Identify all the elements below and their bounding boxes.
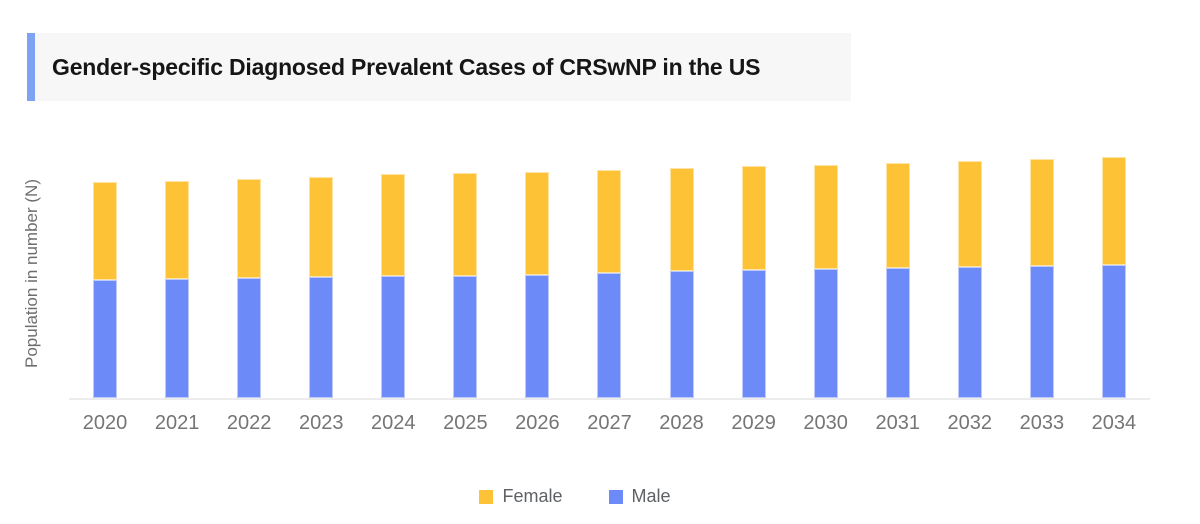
- x-tick-label-2025: 2025: [443, 412, 488, 434]
- x-tick-label-2030: 2030: [803, 412, 848, 434]
- female-segment-2025[interactable]: [453, 172, 478, 276]
- x-tick-label-2027: 2027: [587, 412, 632, 434]
- male-segment-2030[interactable]: [813, 269, 838, 398]
- legend: Female Male: [0, 486, 1150, 507]
- stacked-bar-2022[interactable]: [237, 179, 262, 398]
- female-segment-2026[interactable]: [525, 171, 550, 275]
- stacked-bar-2031[interactable]: [885, 163, 910, 398]
- chart-title-box: Gender-specific Diagnosed Prevalent Case…: [27, 33, 851, 101]
- female-segment-2021[interactable]: [165, 181, 190, 279]
- bar-slot-2026: [501, 150, 573, 398]
- x-tick-label-2026: 2026: [515, 412, 560, 434]
- female-segment-2027[interactable]: [597, 170, 622, 273]
- x-tick-label-2028: 2028: [659, 412, 704, 434]
- bar-slot-2024: [357, 150, 429, 398]
- female-segment-2031[interactable]: [885, 163, 910, 268]
- stacked-bar-2029[interactable]: [741, 166, 766, 398]
- male-segment-2033[interactable]: [1029, 265, 1054, 398]
- x-tick-label-2032: 2032: [947, 412, 993, 434]
- stacked-bar-2032[interactable]: [957, 161, 982, 398]
- legend-item-male[interactable]: Male: [608, 486, 671, 507]
- male-segment-2020[interactable]: [93, 280, 118, 398]
- female-segment-2029[interactable]: [741, 166, 766, 270]
- bar-slot-2021: [141, 150, 213, 398]
- x-tick-label-2034: 2034: [1091, 412, 1137, 434]
- female-segment-2024[interactable]: [381, 174, 406, 276]
- stacked-bar-2020[interactable]: [93, 182, 118, 398]
- male-segment-2027[interactable]: [597, 273, 622, 398]
- x-tick-label-2031: 2031: [875, 412, 920, 434]
- stacked-bar-2030[interactable]: [813, 165, 838, 398]
- male-segment-2031[interactable]: [885, 268, 910, 398]
- female-segment-2030[interactable]: [813, 165, 838, 269]
- female-segment-2034[interactable]: [1101, 156, 1126, 265]
- bar-slot-2030: [790, 150, 862, 398]
- male-segment-2023[interactable]: [309, 277, 334, 398]
- bar-slot-2022: [213, 150, 285, 398]
- bar-slot-2031: [862, 150, 934, 398]
- bar-slot-2028: [646, 150, 718, 398]
- legend-label-male: Male: [631, 486, 671, 506]
- x-tick-label-2021: 2021: [154, 412, 200, 434]
- male-segment-2034[interactable]: [1101, 264, 1126, 398]
- bar-slot-2033: [1006, 150, 1078, 398]
- x-tick-label-2033: 2033: [1019, 412, 1065, 434]
- x-tick-label-2024: 2024: [371, 412, 416, 434]
- bar-slot-2034: [1078, 150, 1150, 398]
- male-segment-2028[interactable]: [669, 271, 694, 398]
- female-segment-2022[interactable]: [237, 179, 262, 278]
- legend-item-female[interactable]: Female: [479, 486, 563, 507]
- male-segment-2026[interactable]: [525, 274, 550, 398]
- stacked-bar-2026[interactable]: [525, 171, 550, 398]
- bar-slot-2029: [718, 150, 790, 398]
- x-tick-label-2022: 2022: [226, 412, 272, 434]
- male-segment-2022[interactable]: [237, 278, 262, 398]
- female-segment-2028[interactable]: [669, 168, 694, 271]
- stacked-bar-2023[interactable]: [309, 177, 334, 398]
- legend-swatch-male: [608, 489, 623, 504]
- stacked-bar-2024[interactable]: [381, 174, 406, 398]
- x-tick-label-2029: 2029: [731, 412, 776, 434]
- male-segment-2032[interactable]: [957, 267, 982, 398]
- legend-swatch-female: [479, 489, 494, 504]
- stacked-bar-2034[interactable]: [1101, 156, 1126, 398]
- x-axis-labels: 2020 2021 2022 2023 2024 2025 2026 2027 2028 2029…: [69, 412, 1150, 435]
- bar-slot-2032: [934, 150, 1006, 398]
- bar-slot-2027: [573, 150, 645, 398]
- y-axis-label: Population in number (N): [22, 179, 41, 369]
- female-segment-2023[interactable]: [309, 177, 334, 277]
- stacked-bar-2028[interactable]: [669, 168, 694, 398]
- stacked-bar-2025[interactable]: [453, 172, 478, 398]
- x-tick-label-2020: 2020: [82, 412, 128, 434]
- female-segment-2020[interactable]: [93, 182, 118, 280]
- bars-container: [69, 150, 1150, 398]
- bar-slot-2025: [429, 150, 501, 398]
- x-tick-label-2023: 2023: [298, 412, 344, 434]
- male-segment-2025[interactable]: [453, 275, 478, 398]
- stacked-bar-2021[interactable]: [165, 181, 190, 398]
- bar-slot-2020: [69, 150, 141, 398]
- legend-label-female: Female: [502, 486, 563, 506]
- male-segment-2029[interactable]: [741, 270, 766, 398]
- plot-area: [69, 150, 1150, 400]
- female-segment-2032[interactable]: [957, 161, 982, 267]
- stacked-bar-2033[interactable]: [1029, 158, 1054, 398]
- male-segment-2021[interactable]: [165, 279, 190, 398]
- bar-slot-2023: [285, 150, 357, 398]
- chart-title: Gender-specific Diagnosed Prevalent Case…: [52, 53, 761, 80]
- female-segment-2033[interactable]: [1029, 158, 1054, 266]
- male-segment-2024[interactable]: [381, 276, 406, 398]
- stacked-bar-2027[interactable]: [597, 170, 622, 398]
